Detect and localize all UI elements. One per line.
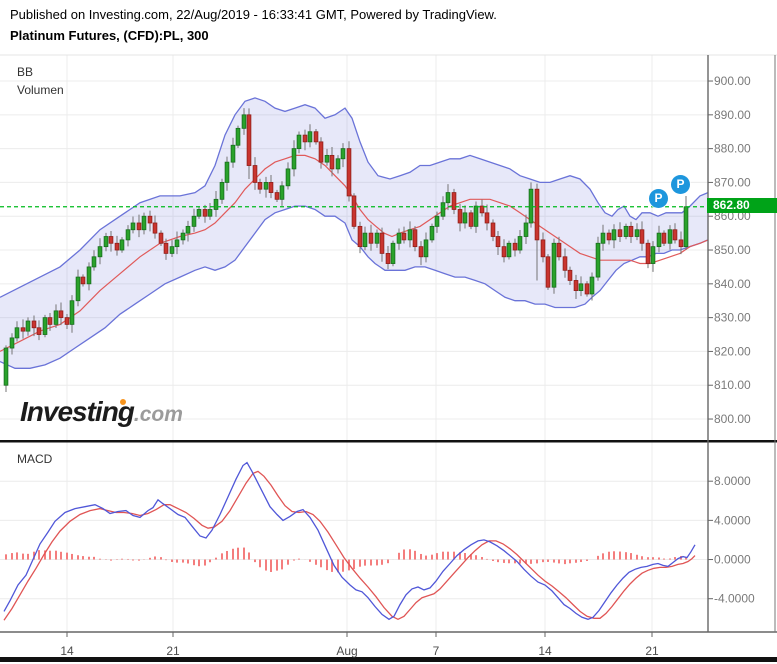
svg-text:-4.0000: -4.0000 bbox=[714, 592, 755, 606]
svg-text:870.00: 870.00 bbox=[714, 175, 751, 189]
svg-text:840.00: 840.00 bbox=[714, 277, 751, 291]
svg-text:880.00: 880.00 bbox=[714, 142, 751, 156]
svg-text:850.00: 850.00 bbox=[714, 243, 751, 257]
svg-text:21: 21 bbox=[645, 644, 659, 658]
time-axis-labels[interactable]: 14 21 Aug 7 14 21 bbox=[60, 632, 659, 658]
watermark-orange-dot-icon bbox=[120, 399, 126, 405]
svg-text:890.00: 890.00 bbox=[714, 108, 751, 122]
indicator-label-macd[interactable]: MACD bbox=[17, 452, 53, 466]
svg-text:830.00: 830.00 bbox=[714, 311, 751, 325]
bollinger-band bbox=[0, 97, 709, 369]
gridlines bbox=[0, 54, 777, 632]
svg-text:14: 14 bbox=[538, 644, 552, 658]
indicator-label-bb[interactable]: BB bbox=[17, 65, 34, 79]
macd-series bbox=[3, 461, 696, 621]
panel-separator[interactable] bbox=[0, 440, 777, 443]
bollinger-upper-line bbox=[0, 97, 709, 298]
indicator-label-volume[interactable]: Volumen bbox=[17, 83, 64, 97]
macd-main-line bbox=[3, 461, 696, 621]
svg-text:8.0000: 8.0000 bbox=[714, 474, 751, 488]
svg-text:Aug: Aug bbox=[336, 644, 357, 658]
svg-text:0.0000: 0.0000 bbox=[714, 553, 751, 567]
position-marker-2[interactable]: P bbox=[671, 175, 690, 194]
investing-watermark: Investing.com bbox=[20, 396, 183, 428]
published-line: Published on Investing.com, 22/Aug/2019 … bbox=[10, 7, 497, 22]
svg-text:21: 21 bbox=[166, 644, 180, 658]
page-title: Platinum Futures, (CFD):PL, 300 bbox=[10, 28, 209, 43]
svg-text:900.00: 900.00 bbox=[714, 74, 751, 88]
current-price-badge: 862.80 bbox=[707, 198, 777, 213]
macd-plot-area[interactable] bbox=[0, 443, 708, 632]
svg-text:7: 7 bbox=[433, 644, 440, 658]
svg-text:810.00: 810.00 bbox=[714, 378, 751, 392]
svg-text:820.00: 820.00 bbox=[714, 344, 751, 358]
price-axis-labels[interactable]: 900.00890.00880.00870.00860.00850.00840.… bbox=[708, 74, 755, 606]
svg-text:4.0000: 4.0000 bbox=[714, 513, 751, 527]
bollinger-middle-line bbox=[0, 154, 709, 352]
bollinger-lower-line bbox=[0, 205, 709, 369]
svg-text:14: 14 bbox=[60, 644, 74, 658]
bollinger-fill bbox=[0, 97, 708, 369]
watermark-brand: Investing bbox=[20, 396, 135, 427]
svg-text:800.00: 800.00 bbox=[714, 412, 751, 426]
candlestick-series bbox=[3, 108, 689, 392]
position-marker-1[interactable]: P bbox=[649, 189, 668, 208]
watermark-suffix: .com bbox=[133, 403, 183, 426]
bottom-border bbox=[0, 657, 777, 662]
